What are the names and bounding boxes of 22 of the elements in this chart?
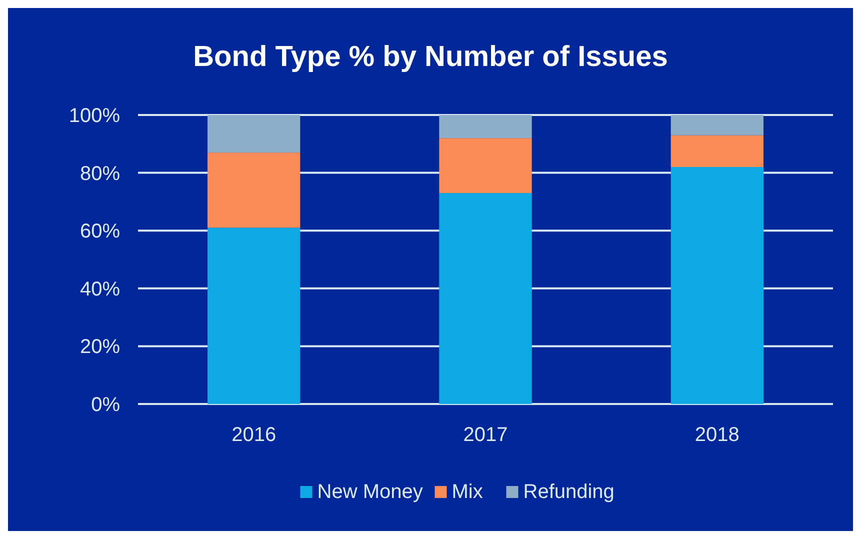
bar — [439, 115, 532, 138]
y-tick-label: 0% — [91, 394, 120, 416]
y-tick-label: 40% — [80, 278, 120, 300]
y-tick-label: 100% — [68, 105, 120, 127]
y-tick-label: 60% — [80, 220, 120, 243]
bar — [208, 115, 300, 153]
y-tick-label: 20% — [80, 336, 120, 358]
y-tick-label: 80% — [80, 162, 120, 185]
x-tick-label: 2018 — [694, 424, 740, 446]
legend-label: Refunding — [523, 481, 614, 503]
bar — [208, 152, 300, 228]
legend-label: Mix — [452, 481, 483, 503]
legend-label: New Money — [317, 481, 423, 503]
bar — [670, 167, 764, 404]
bar — [670, 115, 764, 136]
bar — [439, 193, 532, 404]
bar — [670, 135, 764, 168]
bar — [208, 228, 300, 404]
bar — [439, 138, 532, 194]
x-tick-label: 2017 — [463, 424, 508, 446]
x-tick-label: 2016 — [232, 424, 276, 446]
chart-title: Bond Type % by Number of Issues — [193, 41, 668, 73]
